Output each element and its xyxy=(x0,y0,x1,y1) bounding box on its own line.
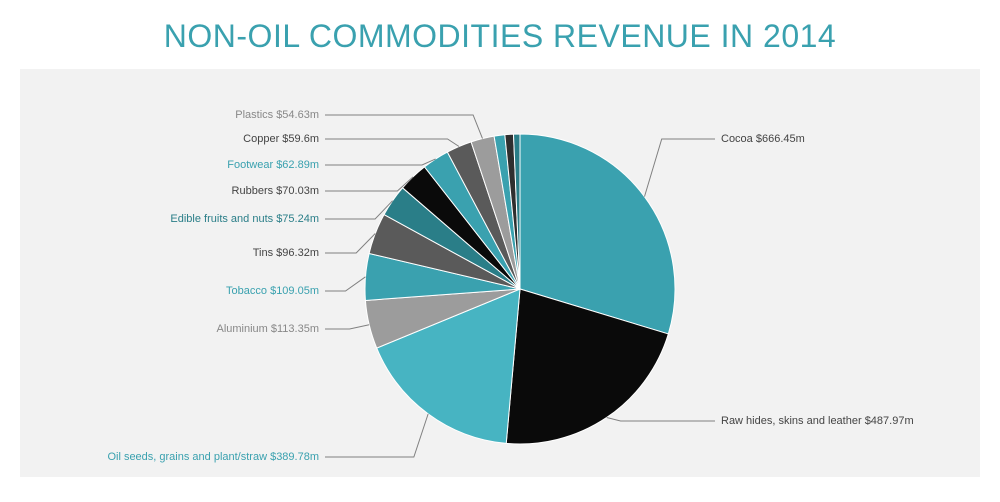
slice-label-aluminium: Aluminium $113.35m xyxy=(216,323,319,335)
page-title: NON-OIL COMMODITIES REVENUE IN 2014 xyxy=(20,0,980,69)
leader-fruits xyxy=(325,201,393,219)
slice-label-rubbers: Rubbers $70.03m xyxy=(232,185,319,197)
slice-label-fruits: Edible fruits and nuts $75.24m xyxy=(170,213,319,225)
leader-copper xyxy=(325,139,459,146)
page-root: NON-OIL COMMODITIES REVENUE IN 2014 Coco… xyxy=(0,0,1000,502)
leader-aluminium xyxy=(325,325,369,329)
leader-tins xyxy=(325,234,375,253)
slice-label-tobacco: Tobacco $109.05m xyxy=(226,285,319,297)
slice-label-footwear: Footwear $62.89m xyxy=(227,159,319,171)
leader-cocoa xyxy=(644,139,715,197)
chart-panel: Cocoa $666.45m Raw hides, skins and leath… xyxy=(20,69,980,477)
leader-tobacco xyxy=(325,277,365,291)
leader-rawhides xyxy=(607,417,715,421)
leader-plastics xyxy=(325,115,483,139)
leader-rubbers xyxy=(325,177,413,191)
leader-oilseeds xyxy=(325,414,428,457)
slice-label-plastics: Plastics $54.63m xyxy=(235,109,319,121)
slice-label-copper: Copper $59.6m xyxy=(243,133,319,145)
slice-label-cocoa: Cocoa $666.45m xyxy=(721,133,805,145)
slice-label-tins: Tins $96.32m xyxy=(253,247,319,259)
slice-label-rawhides: Raw hides, skins and leather $487.97m xyxy=(721,415,914,427)
slice-label-oilseeds: Oil seeds, grains and plant/straw $389.7… xyxy=(107,451,319,463)
leader-footwear xyxy=(325,159,436,165)
